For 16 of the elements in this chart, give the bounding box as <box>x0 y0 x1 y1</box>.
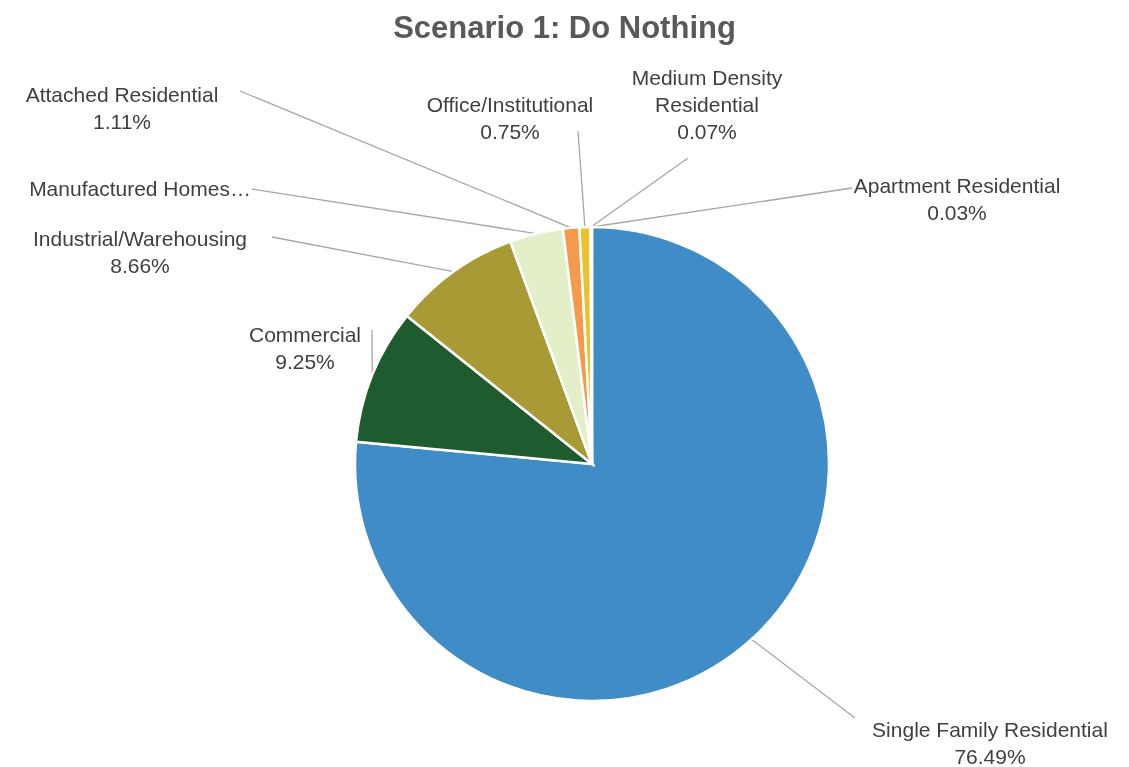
data-label: 0.75% <box>480 120 540 143</box>
slice-label: Industrial/Warehousing <box>33 227 247 250</box>
data-label: 1.11% <box>93 110 151 133</box>
data-label: 8.66% <box>110 254 170 277</box>
data-label: 76.49% <box>954 745 1026 767</box>
slice-label: Attached Residential <box>25 83 219 106</box>
chart-title: Scenario 1: Do Nothing <box>393 10 736 45</box>
slice-label: Single Family Residential <box>872 718 1108 741</box>
data-label: 0.07% <box>677 120 737 143</box>
slice-label: Manufactured Homes… <box>29 177 251 200</box>
slice-label: Apartment Residential <box>853 174 1061 197</box>
data-label: 0.03% <box>927 201 987 224</box>
data-label: 9.25% <box>275 350 335 373</box>
slice-label: Office/Institutional <box>426 93 594 116</box>
slice-label: Medium Density Residential <box>631 66 783 116</box>
slice-label: Commercial <box>248 323 362 346</box>
